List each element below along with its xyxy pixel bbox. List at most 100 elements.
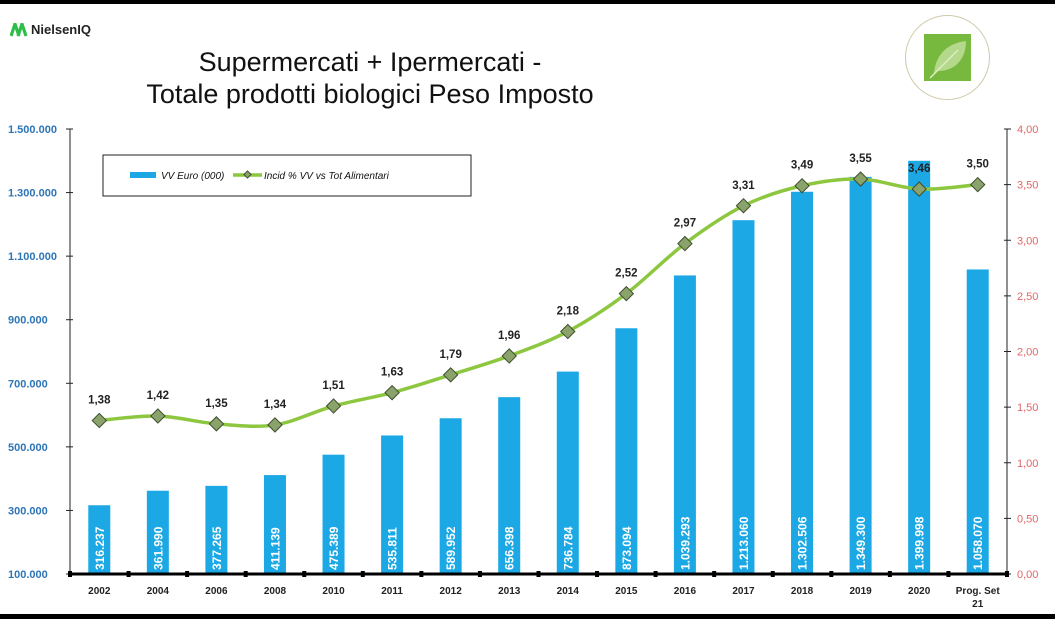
line-marker <box>208 416 225 432</box>
bar <box>263 475 286 574</box>
line-marker <box>384 384 400 401</box>
category-label: Prog. Set <box>956 586 1001 597</box>
bar <box>322 454 345 574</box>
x-tick <box>829 571 834 577</box>
line-marker <box>325 398 342 414</box>
bar-value-label: 475.389 <box>327 526 341 570</box>
line-marker <box>794 177 810 194</box>
x-tick <box>946 571 951 577</box>
right-tick-label: 4,00 <box>1017 124 1038 136</box>
category-label: 2016 <box>674 586 697 597</box>
bar-value-label: 1.302.506 <box>796 516 810 570</box>
bar-value-label: 656.398 <box>503 526 517 570</box>
organic-badge <box>905 15 990 100</box>
left-tick-label: 1.300.000 <box>8 188 57 200</box>
x-tick <box>360 571 365 577</box>
line-value-label: 1,79 <box>439 349 461 361</box>
legend-entry-line: Incid % VV vs Tot Alimentari <box>264 171 390 182</box>
category-label: 2020 <box>908 586 931 597</box>
bar <box>791 191 814 574</box>
line-marker <box>735 197 752 214</box>
nielseniq-logo-icon <box>10 22 28 37</box>
right-tick-label: 3,50 <box>1017 180 1038 192</box>
line-value-label: 2,52 <box>615 268 637 280</box>
line-marker <box>618 285 635 302</box>
bar-value-label: 377.265 <box>210 526 224 570</box>
x-tick <box>477 571 482 577</box>
right-tick-label: 0,00 <box>1017 569 1038 581</box>
legend-bar-swatch <box>130 172 156 178</box>
bar <box>908 160 931 574</box>
line-marker <box>501 348 517 364</box>
line-value-label: 1,96 <box>498 330 520 342</box>
line-value-label: 2,97 <box>674 218 696 230</box>
x-tick <box>243 571 248 577</box>
bar <box>146 490 169 574</box>
line-marker <box>969 176 986 193</box>
line-marker <box>91 412 108 429</box>
title-line-2: Totale prodotti biologici Peso Imposto <box>146 79 594 109</box>
bar-value-label: 736.784 <box>561 526 575 570</box>
right-tick-label: 2,50 <box>1017 291 1038 303</box>
page-title: Supermercati + Ipermercati - Totale prod… <box>90 46 650 110</box>
right-tick-label: 2,00 <box>1017 347 1038 359</box>
line-value-label: 3,46 <box>908 163 930 175</box>
line-value-label: 2,18 <box>557 305 580 317</box>
category-label: 2008 <box>264 586 287 597</box>
legend <box>102 154 472 197</box>
line-value-label: 3,55 <box>849 153 872 165</box>
line-value-label: 1,42 <box>147 390 169 402</box>
bar <box>88 505 111 574</box>
title-line-1: Supermercati + Ipermercati - <box>198 47 542 77</box>
x-tick <box>302 571 307 577</box>
bar-value-label: 1.399.998 <box>913 516 927 570</box>
x-tick <box>419 571 424 577</box>
bar <box>439 418 462 574</box>
bar-value-label: 1.039.293 <box>678 516 692 570</box>
left-tick-label: 300.000 <box>8 505 48 517</box>
left-tick-label: 700.000 <box>8 378 48 390</box>
line-marker <box>852 171 869 187</box>
bar-value-label: 361.990 <box>151 526 165 570</box>
category-label: 2015 <box>615 586 638 597</box>
x-tick <box>536 571 541 577</box>
category-label: 2014 <box>557 586 580 597</box>
x-tick <box>68 571 72 577</box>
x-tick <box>126 571 131 577</box>
line-value-label: 1,63 <box>381 367 403 379</box>
x-tick <box>887 571 892 577</box>
x-tick <box>1005 571 1009 577</box>
bar <box>205 485 228 574</box>
left-tick-label: 1.100.000 <box>8 251 57 263</box>
category-label: 21 <box>972 599 984 610</box>
line-marker <box>677 235 693 252</box>
line-marker <box>560 323 576 340</box>
left-tick-label: 900.000 <box>8 315 48 327</box>
bar-value-label: 1.213.060 <box>737 516 751 570</box>
bar-value-label: 1.058.070 <box>971 516 985 570</box>
bar <box>556 371 579 574</box>
category-label: 2017 <box>732 586 755 597</box>
line-value-label: 1,35 <box>205 398 228 410</box>
slide: NielsenIQ Supermercati + Ipermercati - T… <box>0 4 1055 614</box>
line-value-label: 3,50 <box>967 159 989 171</box>
bar-value-label: 1.349.300 <box>854 516 868 570</box>
category-label: 2011 <box>381 586 403 597</box>
bar-value-label: 873.094 <box>620 526 634 570</box>
x-tick <box>653 571 658 577</box>
line-marker <box>267 417 283 433</box>
x-tick <box>712 571 717 577</box>
leaf-icon <box>924 34 971 81</box>
nielseniq-logo: NielsenIQ <box>10 22 91 37</box>
bar <box>966 269 989 574</box>
x-tick <box>770 571 775 577</box>
incid-line <box>99 177 978 429</box>
bar <box>498 397 521 574</box>
category-label: 2012 <box>440 586 463 597</box>
category-label: 2002 <box>88 586 111 597</box>
category-label: 2010 <box>322 586 345 597</box>
line-marker <box>442 367 459 383</box>
category-label: 2018 <box>791 586 814 597</box>
bar <box>673 275 696 574</box>
right-tick-label: 3,00 <box>1017 235 1038 247</box>
